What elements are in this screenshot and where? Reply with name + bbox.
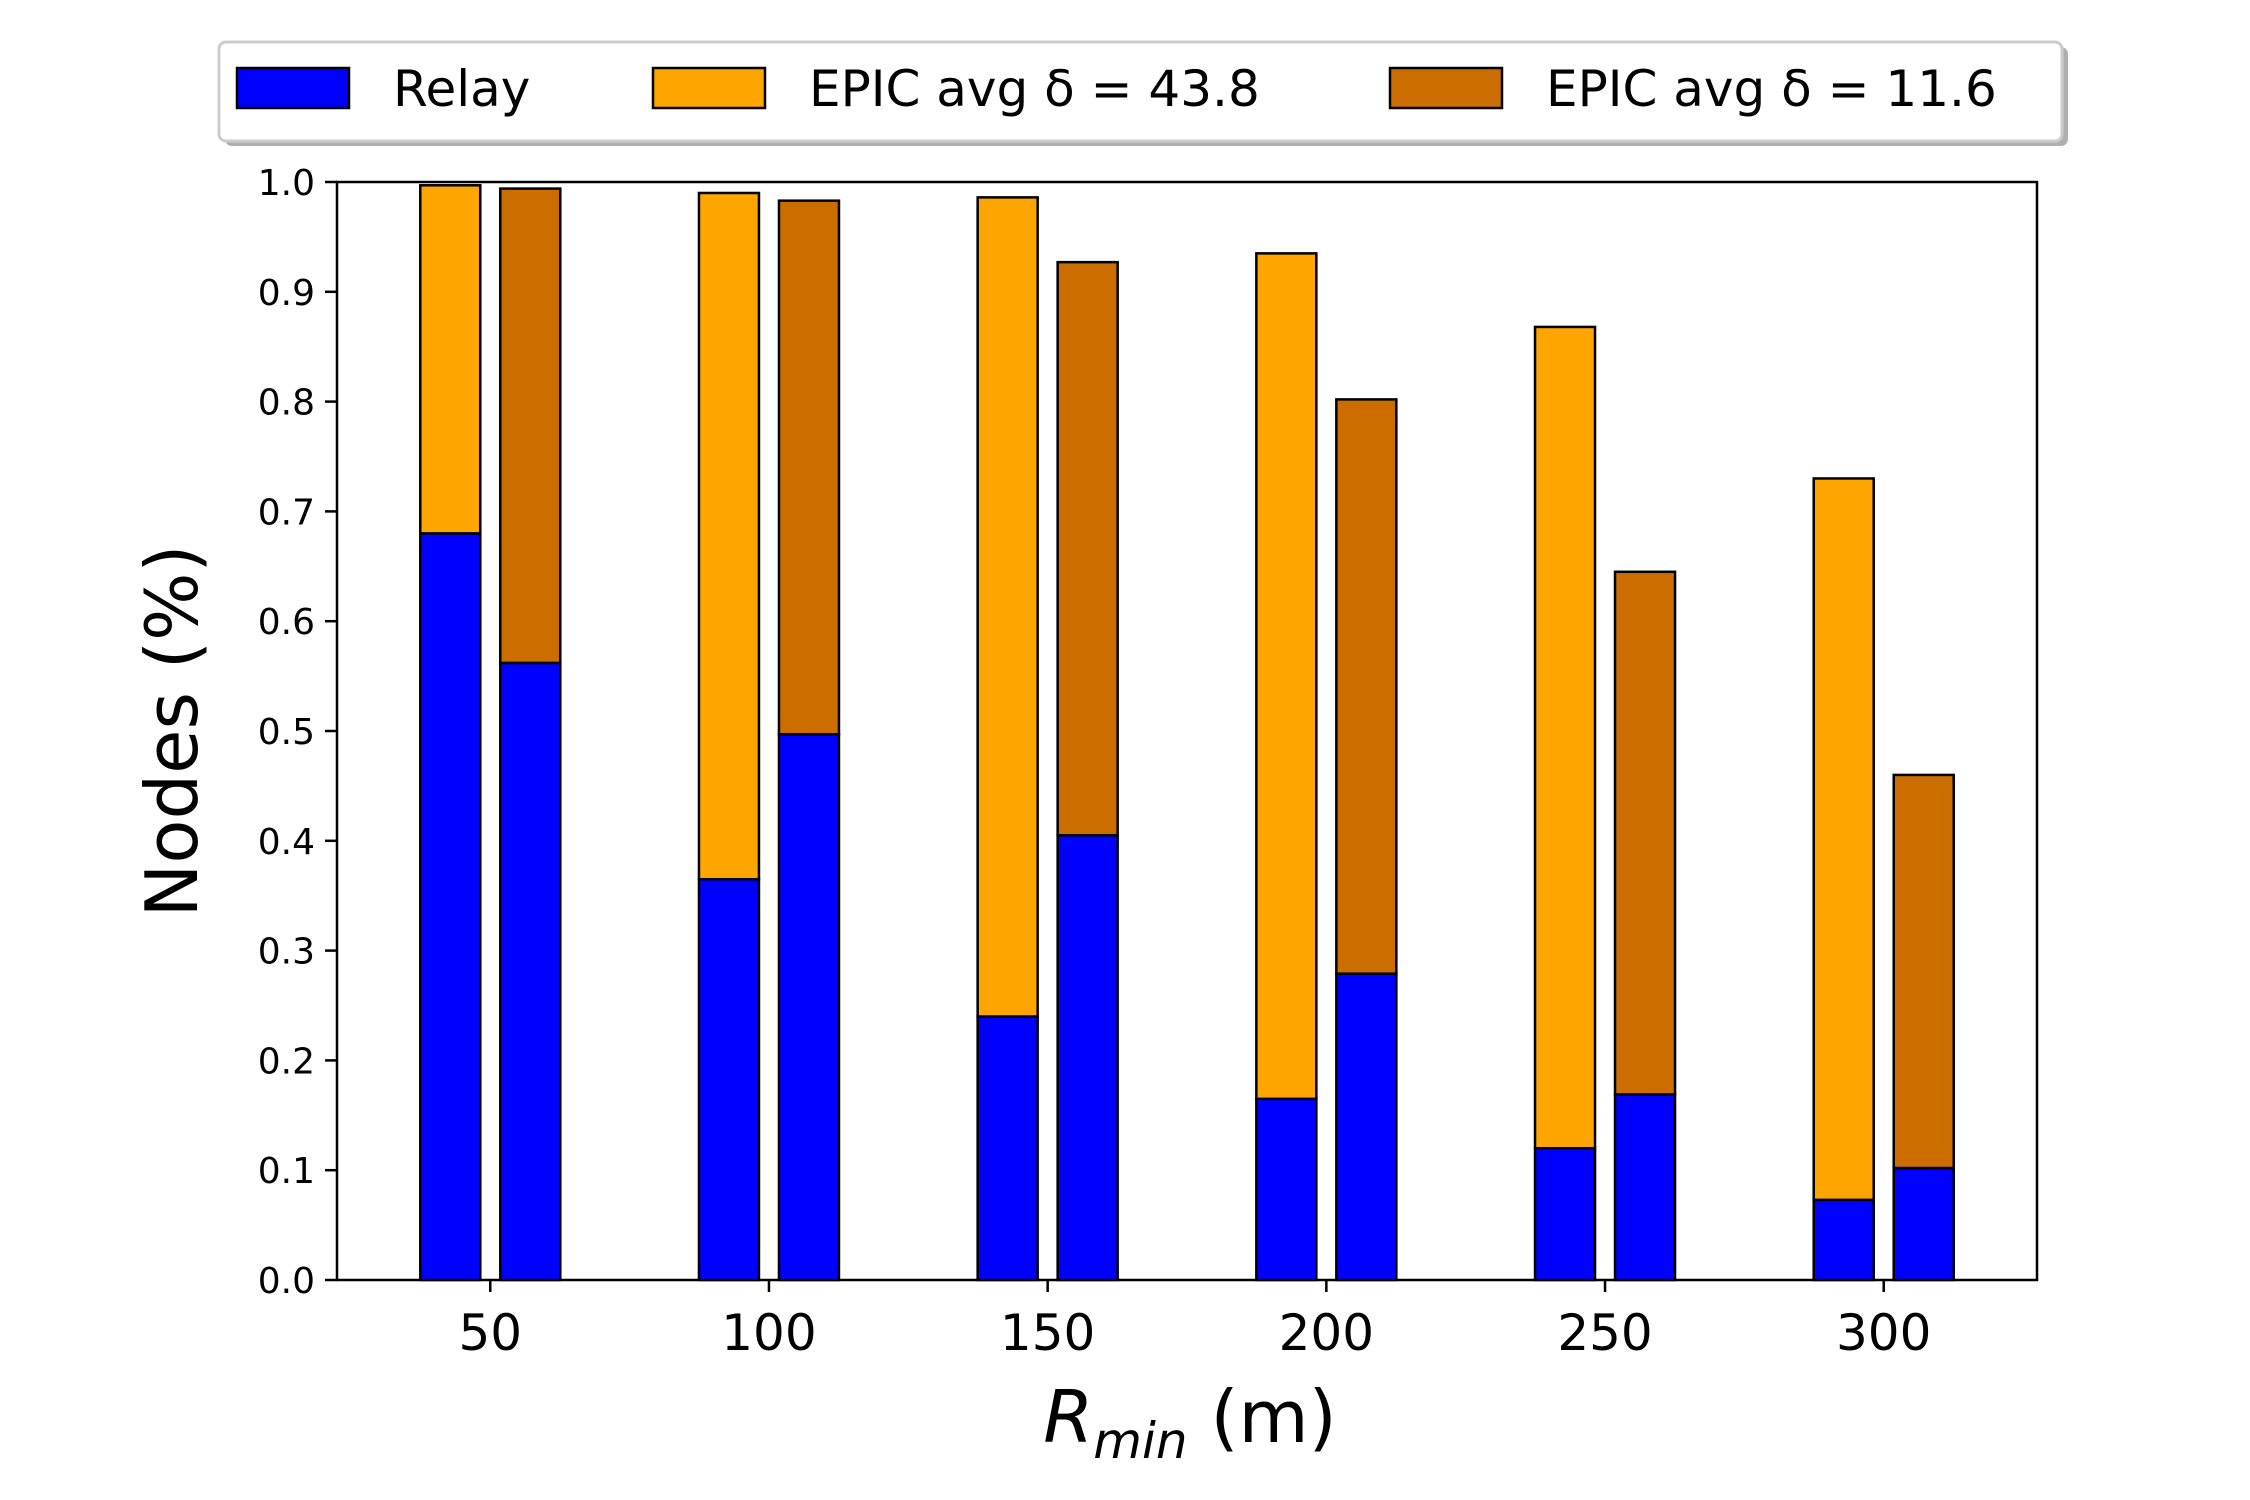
bar-epic-g2-50 [499, 187, 562, 665]
legend-swatch [1388, 66, 1504, 110]
plot-area [335, 180, 2039, 1282]
y-tick-label: 0.5 [258, 712, 315, 753]
y-tick-label: 0.7 [258, 492, 315, 533]
bar-epic-g1-200 [1255, 252, 1318, 1101]
y-tick-label: 1.0 [258, 163, 315, 204]
y-tick-label: 0.9 [258, 273, 315, 314]
y-tick-label: 0.1 [258, 1151, 315, 1192]
bar-epic-g2-100 [777, 199, 841, 736]
bar-epic-g1-50 [419, 184, 482, 535]
bar-relay-g2-250 [1613, 1093, 1677, 1282]
bars-layer [419, 184, 1955, 1282]
y-axis: 0.0 0.1 0.2 0.3 0.4 0.5 0.6 0.7 0.8 0.9 1.0 [258, 163, 337, 1302]
x-tick-label: 150 [1000, 1304, 1095, 1362]
x-tick-label: 300 [1836, 1304, 1931, 1362]
bar-relay-g1-50 [419, 532, 482, 1282]
x-axis-label-subscript: min [1093, 1412, 1187, 1470]
y-axis-label: Nodes (%) [130, 545, 214, 918]
x-tick-label: 250 [1557, 1304, 1652, 1362]
bar-relay-g1-100 [697, 877, 761, 1282]
y-tick-label: 0.2 [258, 1041, 315, 1082]
bar-relay-g2-100 [777, 733, 841, 1282]
bar-epic-g2-250 [1613, 570, 1677, 1096]
x-axis-label: Rmin (m) [1043, 1375, 1337, 1470]
x-axis-label-symbol: R [1043, 1375, 1093, 1459]
bar-epic-g1-100 [697, 191, 761, 881]
legend-swatch [651, 66, 767, 110]
bar-relay-g1-150 [976, 1015, 1039, 1282]
bar-relay-g1-300 [1812, 1198, 1875, 1282]
y-tick-label: 0.3 [258, 932, 315, 973]
y-tick-label: 0.6 [258, 602, 315, 643]
x-tick-label: 100 [721, 1304, 816, 1362]
bar-relay-g1-250 [1533, 1146, 1597, 1282]
x-axis: 50 100 150 200 250 300 [458, 1280, 1931, 1362]
legend: Relay EPIC avg δ = 43.8 EPIC avg δ = 11.6 [217, 40, 2068, 146]
bar-epic-g2-300 [1892, 773, 1955, 1170]
bar-epic-g1-250 [1533, 325, 1597, 1150]
y-tick-label: 0.8 [258, 383, 315, 424]
x-axis-label-unit: (m) [1188, 1375, 1337, 1459]
y-tick-label: 0.0 [258, 1261, 315, 1302]
bar-relay-g1-200 [1255, 1097, 1318, 1282]
x-tick-label: 50 [458, 1304, 522, 1362]
bar-relay-g2-200 [1335, 972, 1398, 1282]
legend-label: Relay [393, 60, 530, 118]
bar-epic-g1-150 [976, 196, 1039, 1018]
bar-epic-g2-150 [1056, 260, 1119, 837]
bar-relay-g2-50 [499, 661, 562, 1282]
bar-relay-g2-300 [1892, 1166, 1955, 1282]
legend-label: EPIC avg δ = 43.8 [809, 60, 1260, 118]
x-tick-label: 200 [1279, 1304, 1374, 1362]
bar-epic-g2-200 [1335, 398, 1398, 975]
legend-swatch [235, 66, 351, 110]
y-tick-label: 0.4 [258, 822, 315, 863]
legend-label: EPIC avg δ = 11.6 [1546, 60, 1997, 118]
bar-epic-g1-300 [1812, 477, 1875, 1202]
bar-relay-g2-150 [1056, 834, 1119, 1282]
